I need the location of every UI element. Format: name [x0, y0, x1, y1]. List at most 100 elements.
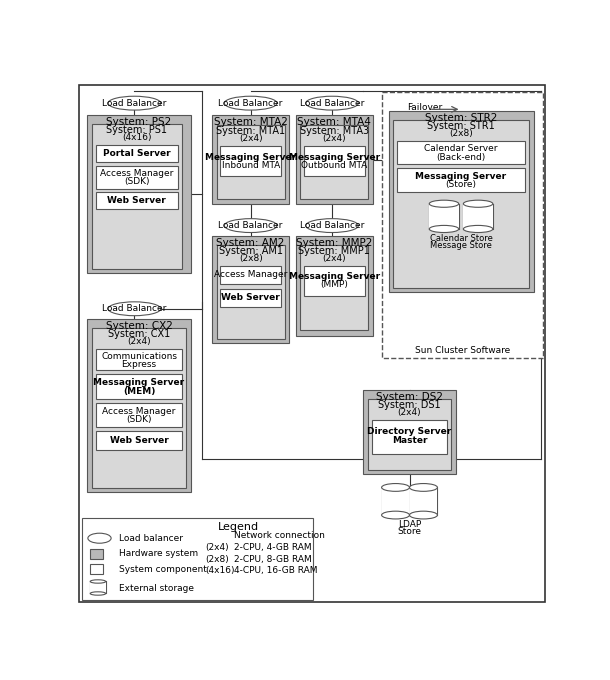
Text: Legend: Legend [218, 522, 259, 532]
Ellipse shape [464, 200, 493, 207]
Text: (4x16): (4x16) [205, 566, 234, 575]
Ellipse shape [224, 97, 277, 110]
Text: Hardware system: Hardware system [119, 549, 198, 558]
Bar [220, 266, 281, 284]
Bar [96, 403, 182, 427]
Bar [393, 120, 529, 288]
Text: Access Manager: Access Manager [102, 407, 176, 415]
Text: System: MMP1: System: MMP1 [298, 246, 370, 256]
Text: Master: Master [392, 436, 427, 445]
Bar [92, 124, 182, 269]
Bar [87, 319, 191, 492]
Text: System: STR2: System: STR2 [425, 113, 498, 123]
Text: Sun Cluster Software: Sun Cluster Software [415, 346, 510, 355]
Ellipse shape [382, 483, 409, 492]
Bar [212, 116, 289, 204]
Bar [382, 92, 543, 358]
Text: Message Store: Message Store [430, 241, 492, 250]
Ellipse shape [409, 511, 437, 519]
Ellipse shape [409, 483, 437, 492]
Text: System: MTA3: System: MTA3 [300, 126, 369, 136]
Text: Load Balancer: Load Balancer [218, 99, 283, 107]
Text: Load Balancer: Load Balancer [102, 99, 167, 107]
Text: System: STR1: System: STR1 [427, 121, 495, 131]
Text: System: PS2: System: PS2 [106, 118, 171, 127]
Text: Failover: Failover [407, 103, 443, 112]
Bar [409, 488, 437, 515]
Text: Web Server: Web Server [107, 197, 166, 205]
Bar [96, 431, 182, 449]
Text: (4x16): (4x16) [122, 133, 151, 142]
Bar [382, 488, 409, 515]
Text: System: DS1: System: DS1 [378, 400, 441, 410]
Ellipse shape [108, 97, 160, 110]
Bar [429, 204, 459, 229]
Text: (Store): (Store) [445, 180, 476, 188]
Text: External storage: External storage [119, 583, 194, 593]
Text: Communications: Communications [101, 352, 177, 361]
Bar [82, 518, 314, 600]
Text: (2x8): (2x8) [239, 254, 262, 263]
Ellipse shape [464, 225, 493, 233]
Text: (Back-end): (Back-end) [436, 152, 486, 162]
Text: Load balancer: Load balancer [119, 534, 183, 543]
Bar [96, 192, 178, 209]
Text: Calendar Store: Calendar Store [429, 234, 492, 243]
Bar [464, 204, 493, 229]
Text: Messaging Server: Messaging Server [289, 152, 380, 162]
Text: Portal Server: Portal Server [103, 149, 171, 158]
Text: Directory Server: Directory Server [367, 428, 451, 437]
Bar [304, 146, 365, 176]
Text: Load Balancer: Load Balancer [218, 221, 283, 230]
Ellipse shape [382, 511, 409, 519]
Text: Messaging Server: Messaging Server [289, 272, 380, 281]
Bar [397, 168, 525, 192]
Bar [87, 116, 191, 273]
Bar [371, 420, 448, 454]
Text: (2x8): (2x8) [449, 129, 473, 139]
Text: Web Server: Web Server [221, 294, 280, 303]
Bar [96, 165, 178, 188]
Ellipse shape [88, 533, 111, 543]
Bar [212, 235, 289, 343]
Text: System: AM2: System: AM2 [217, 237, 285, 248]
Ellipse shape [429, 200, 459, 207]
Ellipse shape [306, 97, 358, 110]
Bar [296, 116, 373, 204]
Text: LDAP: LDAP [398, 520, 421, 529]
Text: (SDK): (SDK) [126, 415, 152, 424]
Bar [368, 399, 451, 470]
Text: Express: Express [121, 360, 157, 369]
Bar [96, 374, 182, 399]
Bar [90, 564, 103, 575]
Text: System component: System component [119, 564, 207, 573]
Text: System: CX1: System: CX1 [108, 329, 170, 339]
Bar [217, 245, 285, 339]
Bar [304, 266, 365, 296]
Bar [363, 390, 456, 475]
Text: (2x4): (2x4) [239, 134, 262, 143]
Bar [96, 349, 182, 371]
Text: Calendar Server: Calendar Server [425, 144, 498, 153]
Text: Messaging Server: Messaging Server [93, 378, 185, 387]
Text: 2-CPU, 4-GB RAM: 2-CPU, 4-GB RAM [234, 543, 311, 552]
Text: System: MMP2: System: MMP2 [296, 237, 373, 248]
Text: System: MTA2: System: MTA2 [214, 118, 287, 127]
Bar [296, 235, 373, 336]
Bar [220, 289, 281, 307]
Ellipse shape [108, 302, 160, 316]
Text: Load Balancer: Load Balancer [300, 99, 364, 107]
Ellipse shape [90, 592, 106, 595]
Bar [397, 141, 525, 164]
Text: Web Server: Web Server [110, 436, 168, 445]
Text: System: AM1: System: AM1 [218, 246, 282, 256]
Text: Load Balancer: Load Balancer [300, 221, 364, 230]
Ellipse shape [429, 225, 459, 233]
Text: System: MTA1: System: MTA1 [216, 126, 285, 136]
Ellipse shape [306, 219, 358, 233]
Text: System: DS2: System: DS2 [376, 392, 443, 401]
Text: (MMP): (MMP) [320, 280, 348, 290]
Ellipse shape [224, 219, 277, 233]
Text: Access Manager: Access Manager [214, 271, 287, 279]
Text: (2x8): (2x8) [205, 556, 229, 564]
